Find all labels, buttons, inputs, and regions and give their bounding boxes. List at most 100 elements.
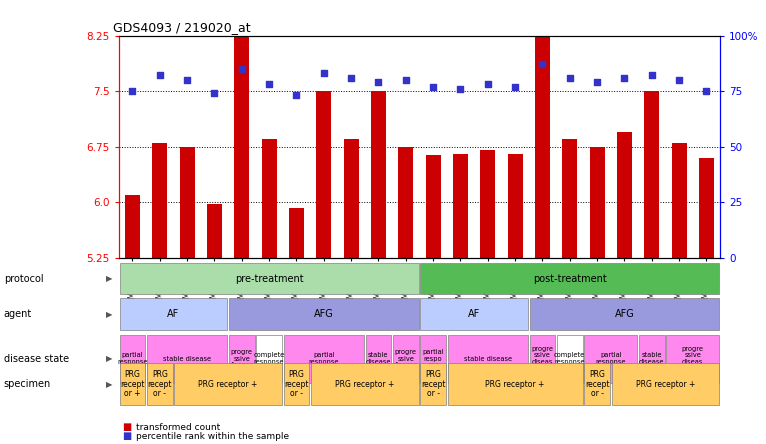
Text: stable
disease: stable disease: [639, 352, 664, 365]
Point: [400, 76, 412, 83]
FancyBboxPatch shape: [147, 363, 172, 405]
FancyBboxPatch shape: [283, 334, 364, 383]
Bar: [398, 147, 413, 258]
Text: complete
response: complete response: [254, 352, 285, 365]
Bar: [699, 158, 714, 258]
Text: stable
disease: stable disease: [365, 352, 391, 365]
Text: AFG: AFG: [614, 309, 634, 319]
Point: [181, 76, 193, 83]
Point: [236, 65, 248, 72]
Point: [208, 90, 221, 97]
Text: protocol: protocol: [4, 274, 44, 284]
Bar: [508, 154, 522, 258]
Text: transformed count: transformed count: [136, 423, 220, 432]
Text: ▶: ▶: [106, 309, 113, 319]
FancyBboxPatch shape: [174, 363, 282, 405]
FancyBboxPatch shape: [421, 334, 446, 383]
FancyBboxPatch shape: [557, 334, 583, 383]
Text: ▶: ▶: [106, 274, 113, 283]
FancyBboxPatch shape: [639, 334, 665, 383]
Text: GDS4093 / 219020_at: GDS4093 / 219020_at: [113, 21, 250, 34]
Point: [536, 61, 548, 68]
FancyBboxPatch shape: [119, 363, 146, 405]
FancyBboxPatch shape: [611, 363, 719, 405]
Point: [482, 81, 494, 88]
Text: PRG receptor +: PRG receptor +: [636, 380, 695, 388]
Point: [509, 83, 521, 90]
Bar: [672, 143, 686, 258]
Point: [700, 87, 712, 95]
Text: progre
ssive
diseas
e: progre ssive diseas e: [682, 346, 704, 371]
Bar: [426, 155, 440, 258]
Bar: [179, 147, 195, 258]
Text: progre
ssive
diseas
e: progre ssive diseas e: [532, 346, 553, 371]
Bar: [535, 28, 550, 258]
Text: pre-treatment: pre-treatment: [234, 274, 303, 284]
Bar: [480, 150, 496, 258]
Bar: [261, 139, 277, 258]
FancyBboxPatch shape: [119, 334, 146, 383]
FancyBboxPatch shape: [421, 298, 528, 330]
Bar: [316, 91, 331, 258]
Text: PRG receptor +: PRG receptor +: [486, 380, 545, 388]
FancyBboxPatch shape: [229, 334, 254, 383]
Text: PRG
recept
or +: PRG recept or +: [120, 370, 145, 398]
Text: post-treatment: post-treatment: [533, 274, 607, 284]
Point: [427, 83, 439, 90]
FancyBboxPatch shape: [393, 334, 418, 383]
FancyBboxPatch shape: [147, 334, 228, 383]
FancyBboxPatch shape: [529, 334, 555, 383]
Point: [646, 72, 658, 79]
Text: PRG receptor +: PRG receptor +: [198, 380, 257, 388]
Text: progre
ssive
disease: progre ssive disease: [229, 349, 254, 368]
Text: ▶: ▶: [106, 354, 113, 363]
FancyBboxPatch shape: [119, 263, 418, 294]
Text: complete
response: complete response: [554, 352, 585, 365]
Bar: [207, 204, 222, 258]
Point: [126, 87, 139, 95]
Text: ▶: ▶: [106, 380, 113, 388]
Text: agent: agent: [4, 309, 32, 319]
Text: AF: AF: [468, 309, 480, 319]
Text: specimen: specimen: [4, 379, 51, 389]
Text: stable disease: stable disease: [163, 356, 211, 361]
Text: percentile rank within the sample: percentile rank within the sample: [136, 432, 289, 440]
FancyBboxPatch shape: [119, 298, 228, 330]
FancyBboxPatch shape: [421, 263, 719, 294]
Text: progre
ssive
disease: progre ssive disease: [393, 349, 418, 368]
FancyBboxPatch shape: [447, 363, 583, 405]
Bar: [289, 208, 304, 258]
FancyBboxPatch shape: [666, 334, 719, 383]
Bar: [453, 154, 468, 258]
Text: PRG
recept
or -: PRG recept or -: [148, 370, 172, 398]
Bar: [371, 91, 386, 258]
FancyBboxPatch shape: [311, 363, 418, 405]
Text: ■: ■: [123, 422, 132, 432]
Point: [372, 79, 385, 86]
Text: ■: ■: [123, 431, 132, 441]
FancyBboxPatch shape: [283, 363, 309, 405]
Text: partial
response: partial response: [595, 352, 626, 365]
FancyBboxPatch shape: [584, 363, 610, 405]
FancyBboxPatch shape: [584, 334, 637, 383]
Text: PRG
recept
or -: PRG recept or -: [584, 370, 609, 398]
FancyBboxPatch shape: [256, 334, 282, 383]
Bar: [125, 194, 140, 258]
Text: PRG
recept
or -: PRG recept or -: [421, 370, 445, 398]
FancyBboxPatch shape: [365, 334, 391, 383]
Point: [263, 81, 275, 88]
Text: partial
response: partial response: [309, 352, 339, 365]
Bar: [343, 139, 358, 258]
Text: AF: AF: [167, 309, 179, 319]
Bar: [644, 91, 660, 258]
Text: stable disease: stable disease: [463, 356, 512, 361]
Text: partial
respo
nse: partial respo nse: [422, 349, 444, 368]
Point: [290, 92, 303, 99]
FancyBboxPatch shape: [421, 363, 446, 405]
Bar: [152, 143, 167, 258]
FancyBboxPatch shape: [529, 298, 719, 330]
Text: AFG: AFG: [314, 309, 334, 319]
Bar: [590, 147, 604, 258]
Point: [454, 85, 466, 92]
Point: [618, 74, 630, 81]
